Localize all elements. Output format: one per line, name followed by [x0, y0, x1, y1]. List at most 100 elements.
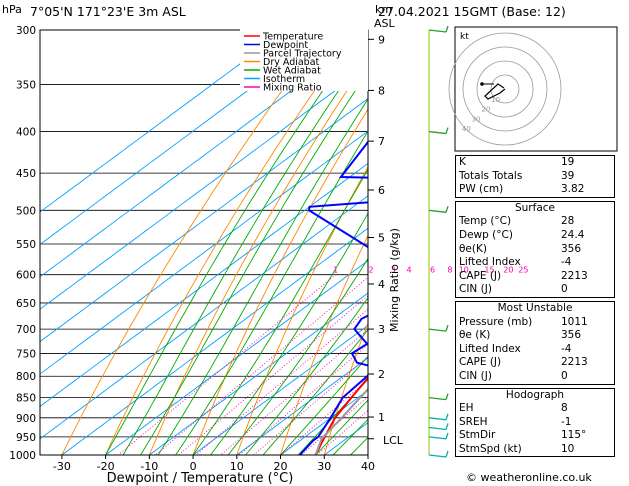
most-unstable-title: Most Unstable: [497, 301, 573, 314]
pressure-tick-label: 900: [16, 413, 36, 425]
station-title: 7°05'N 171°23'E 3m ASL: [30, 4, 186, 19]
pressure-tick-label: 350: [16, 79, 36, 91]
dry-adiabat-line: [148, 58, 368, 455]
pressure-tick-label: 550: [16, 239, 36, 251]
mixing-ratio-label: 25: [518, 266, 528, 275]
dry-adiabat-line: [192, 108, 368, 455]
mixing-ratio-label: 10: [459, 266, 469, 275]
wind-barb: [428, 454, 447, 458]
legend-label: Dewpoint: [263, 40, 308, 51]
index-value: 0: [561, 283, 568, 296]
hodo-row: StmDir 115°: [456, 429, 615, 443]
index-row-totals: Totals Totals 39: [456, 170, 615, 184]
mixing-ratio-line: [253, 356, 368, 455]
index-label: CIN (J): [459, 369, 492, 382]
mixing-ratio-axis-title: Mixing Ratio (g/kg): [388, 228, 401, 332]
legend-label: Parcel Trajectory: [263, 49, 342, 60]
height-tick-label: 4: [378, 278, 385, 291]
hodo-row: EH 8: [456, 402, 615, 416]
hodograph-ring-label: 20: [481, 106, 490, 114]
index-label: Pressure (mb): [459, 315, 533, 328]
pressure-tick-label: 750: [16, 348, 36, 360]
hodograph-unit-label: kt: [460, 32, 469, 42]
wind-barb-flag: [445, 25, 449, 33]
mixing-ratio-label: 8: [447, 266, 452, 275]
index-label: Temp (°C): [459, 215, 512, 228]
index-row-pw: PW (cm) 3.82: [456, 183, 615, 197]
index-label: StmDir: [459, 429, 496, 442]
wet-adiabat-line: [122, 46, 368, 455]
height-tick-label: 5: [378, 231, 385, 244]
pressure-tick-label: 1000: [9, 450, 36, 462]
general-indices-table: K 19 Totals Totals 39 PW (cm) 3.82: [455, 155, 615, 198]
index-label: θe (K): [459, 329, 491, 342]
index-label: CAPE (J): [459, 269, 502, 282]
wind-barb-flag: [445, 432, 449, 440]
surface-row: Dewp (°C) 24.4: [456, 229, 615, 243]
mixing-ratio-line: [178, 295, 368, 455]
index-value: 115°: [561, 429, 587, 442]
wet-adiabat-line: [280, 355, 368, 455]
pressure-tick-label: 600: [16, 270, 36, 282]
surface-title: Surface: [514, 201, 555, 214]
index-value: -4: [561, 342, 572, 355]
wet-adiabat-line: [192, 168, 368, 455]
wind-barb-flag: [445, 413, 449, 421]
wind-barb: [428, 29, 447, 33]
wet-adiabat-line: [227, 257, 368, 455]
x-tick-label: 0: [190, 460, 197, 473]
hodograph-trace: [484, 83, 506, 100]
pressure-tick-label: 650: [16, 298, 36, 310]
wind-barb-flag: [445, 324, 449, 332]
mu-row: Lifted Index -4: [456, 343, 615, 357]
index-label: CAPE (J): [459, 356, 502, 369]
hodograph-ring-label: 30: [472, 115, 481, 123]
hodo-row: StmSpd (kt) 10: [456, 443, 615, 457]
x-tick-label: 20: [274, 460, 288, 473]
hodograph-indices-table: Hodograph EH 8 SREH -1 StmDir 115° StmSpd (…: [455, 387, 615, 458]
wind-barb-flag: [445, 450, 449, 458]
pressure-tick-label: 800: [16, 371, 36, 383]
legend-label: Dry Adiabat: [263, 57, 320, 68]
height-tick-label: 1: [378, 411, 385, 424]
wind-barb: [428, 396, 447, 401]
wet-adiabat-line: [157, 98, 368, 455]
isotherm-line: [40, 30, 287, 213]
pressure-tick-label: 450: [16, 168, 36, 180]
height-tick-label: 6: [378, 184, 385, 197]
x-tick-label: -10: [140, 460, 158, 473]
index-value: 19: [561, 156, 575, 168]
x-tick-label: 10: [230, 460, 244, 473]
index-value: 0: [561, 369, 568, 382]
index-value: 2213: [561, 356, 588, 369]
wet-adiabat-line: [262, 329, 368, 455]
hodograph-ring: [490, 74, 520, 104]
pressure-tick-label: 950: [16, 432, 36, 444]
wet-adiabat-line: [315, 399, 368, 455]
mixing-ratio-line: [155, 276, 368, 455]
index-value: 356: [561, 329, 582, 342]
mixing-ratio-label: 4: [407, 266, 412, 275]
hodograph-frame: [454, 26, 618, 152]
index-label: K: [459, 156, 466, 168]
legend-label: Isotherm: [263, 74, 305, 85]
index-label: PW (cm): [459, 183, 504, 196]
index-label: CIN (J): [459, 283, 492, 296]
index-value: 10: [561, 442, 575, 455]
legend-box: [240, 29, 368, 91]
mixing-ratio-label: 20: [503, 266, 513, 275]
hodograph-ring: [476, 60, 534, 118]
x-tick-label: -20: [97, 460, 115, 473]
isotherm-line: [40, 30, 330, 245]
hodograph-ring-label: 40: [462, 125, 471, 133]
index-label: StmSpd (kt): [459, 442, 522, 455]
mixing-ratio-line: [238, 343, 368, 455]
surface-row: θe(K) 356: [456, 243, 615, 257]
hodo-row: SREH -1: [456, 416, 615, 430]
copyright-text: © weatheronline.co.uk: [466, 471, 592, 484]
wind-barb: [428, 426, 447, 431]
pressure-tick-label: 500: [16, 205, 36, 217]
plot-frame: [39, 29, 369, 456]
index-value: 2213: [561, 269, 588, 282]
